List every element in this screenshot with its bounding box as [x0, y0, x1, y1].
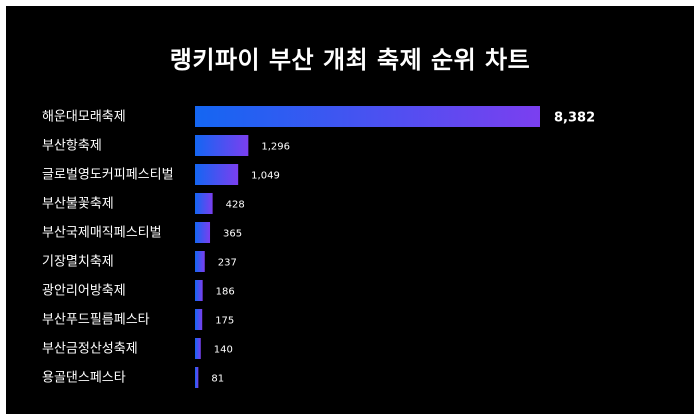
bar [195, 135, 249, 156]
category-label: 부산항축제 [42, 139, 102, 154]
value-label: 1,049 [251, 171, 280, 182]
value-label: 365 [223, 229, 242, 240]
bar [195, 251, 205, 272]
bar [195, 193, 213, 214]
bar [195, 309, 203, 330]
bar [195, 280, 203, 301]
category-label: 부산금정산성축제 [42, 342, 138, 357]
value-label: 175 [215, 316, 234, 327]
value-label: 140 [214, 345, 233, 356]
value-label: 237 [218, 258, 237, 269]
bar [195, 338, 201, 359]
category-label: 해운대모래축제 [42, 110, 126, 125]
chart-title: 랭키파이 부산 개최 축제 순위 차트 [169, 46, 531, 74]
bar [195, 367, 199, 388]
bar [195, 164, 239, 185]
value-label: 8,382 [554, 111, 595, 126]
bar [195, 106, 540, 127]
category-label: 부산국제매직페스티벌 [42, 226, 162, 241]
value-label: 186 [216, 287, 235, 298]
category-label: 부산불꽃축제 [42, 197, 114, 212]
chart-background [6, 6, 694, 414]
category-label: 광안리어방축제 [42, 284, 126, 299]
value-label: 81 [211, 374, 224, 385]
category-label: 기장멸치축제 [42, 255, 114, 270]
bar [195, 222, 211, 243]
value-label: 428 [226, 200, 245, 211]
category-label: 용골댄스페스타 [42, 371, 126, 386]
value-label: 1,296 [261, 142, 290, 153]
category-label: 글로벌영도커피페스티벌 [42, 168, 174, 183]
category-label: 부산푸드필름페스타 [42, 313, 150, 328]
